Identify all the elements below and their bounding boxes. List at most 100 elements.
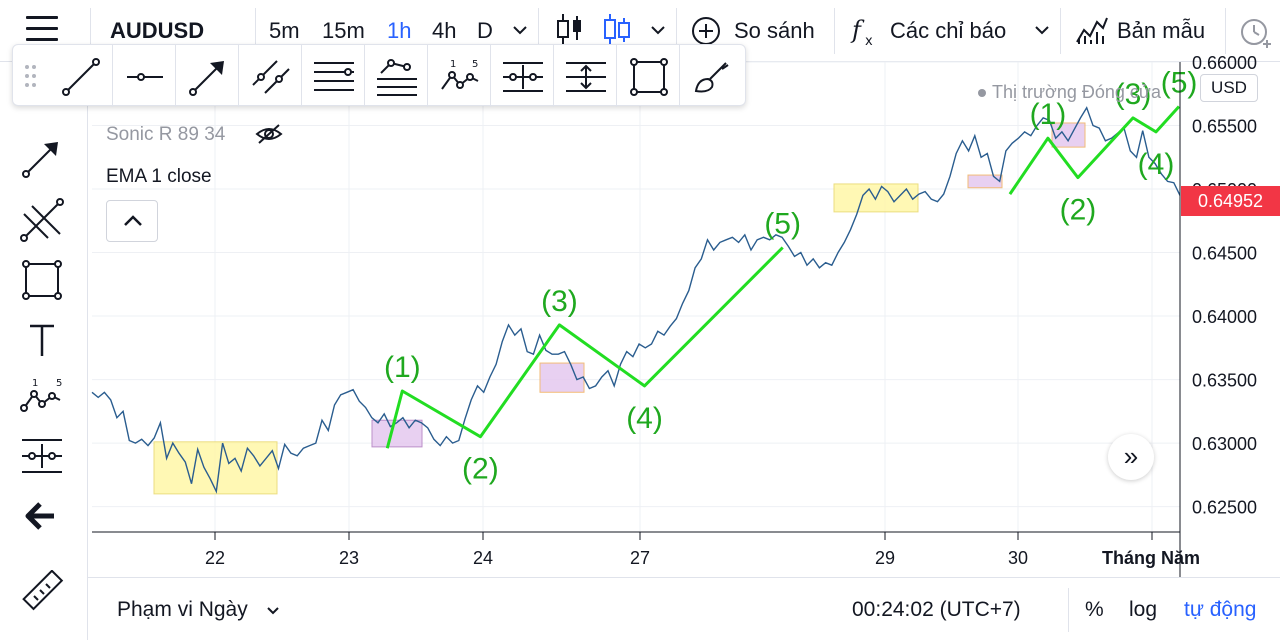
status-dot [978, 89, 986, 98]
divider [90, 8, 91, 54]
elliott-wave-label: (5) [1161, 66, 1198, 99]
fib-extension-tool[interactable] [364, 45, 427, 107]
market-status-text: Thị trường Đóng cửa [992, 82, 1161, 102]
fib-tool-icon[interactable] [20, 198, 64, 242]
indicator-legend-sonic[interactable]: Sonic R 89 34 [106, 124, 226, 145]
price-range-icon [503, 62, 543, 92]
indicators-button[interactable]: Các chỉ báo [890, 18, 1007, 43]
rectangle-tool[interactable] [616, 45, 679, 107]
elliott-wave-label: (2) [1060, 194, 1097, 227]
chevron-up-icon [124, 215, 142, 226]
wave2-zone [967, 174, 1003, 189]
x-tick-label: 23 [339, 548, 359, 568]
timeframe-15m[interactable]: 15m [322, 18, 365, 43]
timeframe-4h[interactable]: 4h [432, 18, 457, 43]
trendline-icon [62, 58, 100, 96]
y-tick-label: 0.62500 [1192, 498, 1257, 518]
candlestick-active-icon[interactable] [602, 12, 632, 46]
y-tick-label: 0.63500 [1192, 371, 1257, 391]
elliott-wave-line [385, 246, 784, 449]
percent-scale-toggle[interactable]: % [1085, 598, 1104, 621]
bottom-toolbar: Phạm vi Ngày 00:24:02 (UTC+7) % log tự đ… [88, 577, 1280, 640]
svg-text:1: 1 [32, 378, 38, 389]
elliott-wave-label: (5) [764, 207, 801, 240]
divider [1068, 588, 1069, 632]
parallel-channel-icon [252, 60, 290, 94]
timeframe-5m[interactable]: 5m [269, 18, 300, 43]
elliott-wave-label: (1) [1030, 98, 1067, 131]
measure-tool-icon[interactable] [20, 434, 64, 478]
ruler-icon[interactable] [20, 570, 64, 614]
scroll-to-realtime-button[interactable]: » [1108, 434, 1154, 480]
chevron-down-icon[interactable] [1034, 24, 1050, 36]
horizontal-ray-tool[interactable] [112, 45, 175, 107]
divider [1060, 8, 1061, 54]
wave2-zone [371, 419, 423, 448]
indicators-fx-icon[interactable]: f x [850, 14, 880, 48]
fib-retracement-icon [314, 62, 354, 91]
indicator-legend-ema[interactable]: EMA 1 close [106, 166, 212, 187]
chevron-down-icon[interactable] [512, 24, 528, 36]
timezone-clock[interactable]: 00:24:02 (UTC+7) [852, 598, 1021, 621]
candlestick-icon[interactable] [554, 12, 584, 46]
currency-button[interactable]: USD [1200, 74, 1258, 102]
chevron-down-icon[interactable] [266, 606, 280, 616]
divider [255, 8, 256, 54]
svg-text:x: x [865, 34, 873, 48]
date-price-range-tool[interactable] [553, 45, 616, 107]
log-scale-toggle[interactable]: log [1129, 598, 1158, 621]
auto-scale-toggle[interactable]: tự động [1184, 598, 1257, 621]
elliott-wave-label: (3) [1115, 78, 1152, 111]
date-range-button[interactable]: Phạm vi Ngày [117, 598, 248, 621]
elliott-wave-label: (1) [384, 351, 421, 384]
divider [1225, 8, 1226, 54]
arrow-tool[interactable] [175, 45, 238, 107]
arrow-tool-icon[interactable] [20, 136, 64, 180]
price-range-tool[interactable] [490, 45, 553, 107]
timeframe-d[interactable]: D [477, 18, 493, 43]
arrow-icon [189, 61, 224, 96]
svg-text:1: 1 [450, 59, 456, 70]
wave4-zone [1051, 122, 1086, 148]
last-price-tag: 0.64952 [1181, 186, 1280, 216]
compare-button[interactable]: So sánh [734, 18, 815, 43]
timeframe-1h[interactable]: 1h [387, 18, 412, 43]
y-tick-label: 0.64000 [1192, 307, 1257, 327]
chevron-down-icon[interactable] [650, 24, 666, 36]
back-arrow-icon[interactable] [20, 494, 64, 538]
x-tick-label: 29 [875, 548, 895, 568]
elliott-wave-label: (2) [462, 453, 499, 486]
rectangle-tool-icon[interactable] [20, 258, 64, 302]
alarm-add-icon[interactable] [1238, 14, 1274, 50]
x-tick-label: Tháng Năm [1102, 548, 1200, 568]
divider [834, 8, 835, 54]
trendline-tool[interactable] [49, 45, 112, 107]
divider [676, 8, 677, 54]
elliott-wave-tool-icon[interactable]: 1 5 [20, 374, 64, 418]
rectangle-icon [630, 58, 668, 96]
symbol-name[interactable]: AUDUSD [110, 18, 205, 43]
market-status: Thị trường Đóng cửa [978, 82, 1161, 103]
brush-tool[interactable] [679, 45, 742, 107]
elliott-wave-label: (4) [1138, 148, 1175, 181]
parallel-channel-tool[interactable] [238, 45, 301, 107]
date-price-range-icon [566, 62, 606, 92]
text-tool-icon[interactable] [20, 318, 64, 362]
svg-text:5: 5 [56, 378, 62, 389]
templates-icon[interactable] [1075, 14, 1109, 46]
eye-hidden-icon[interactable] [254, 122, 284, 146]
horizontal-line-icon [127, 73, 163, 81]
fib-retracement-tool[interactable] [301, 45, 364, 107]
menu-icon[interactable] [26, 16, 58, 44]
price-series-line [91, 106, 1181, 494]
templates-button[interactable]: Bản mẫu [1117, 18, 1206, 43]
drag-handle-icon[interactable] [23, 63, 39, 89]
y-tick-label: 0.63000 [1192, 434, 1257, 454]
collapse-legend-button[interactable] [106, 200, 158, 242]
brush-icon [694, 62, 729, 93]
y-tick-label: 0.66000 [1192, 53, 1257, 73]
